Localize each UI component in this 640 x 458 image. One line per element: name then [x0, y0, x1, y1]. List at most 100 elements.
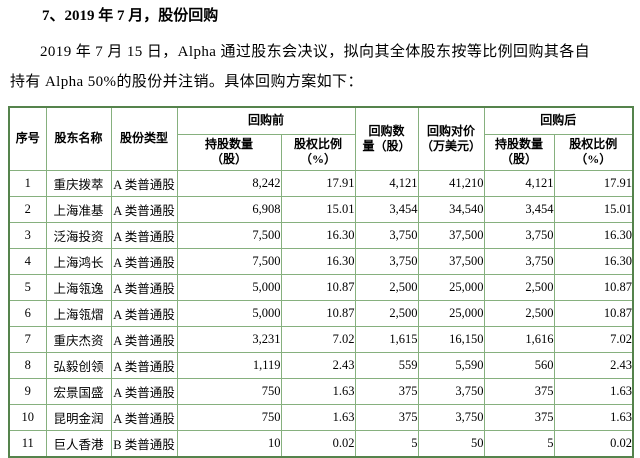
- cell-before_qty: 6,908: [176, 195, 282, 223]
- cell-price: 41,210: [417, 169, 485, 197]
- cell-before_qty: 5,000: [176, 299, 282, 327]
- cell-after_qty: 4,121: [483, 169, 555, 197]
- cell-after_ratio: 16.30: [553, 247, 634, 275]
- cell-before_qty: 5,000: [176, 273, 282, 301]
- cell-price: 25,000: [417, 299, 485, 327]
- cell-qty: 3,750: [354, 247, 419, 275]
- cell-before_qty: 750: [176, 377, 282, 405]
- cell-after_ratio: 2.43: [553, 351, 634, 379]
- cell-qty: 1,615: [354, 325, 419, 353]
- cell-before_qty: 8,242: [176, 169, 282, 197]
- cell-name: 重庆杰资: [45, 325, 112, 353]
- header-shareholder: 股东名称: [45, 106, 112, 171]
- cell-name: 上海鸿长: [45, 247, 112, 275]
- cell-seq: 1: [8, 169, 47, 197]
- cell-type: A 类普通股: [110, 377, 178, 405]
- cell-after_ratio: 7.02: [553, 325, 634, 353]
- header-share-type: 股份类型: [110, 106, 178, 171]
- cell-type: B 类普通股: [110, 429, 178, 457]
- cell-type: A 类普通股: [110, 221, 178, 249]
- cell-seq: 2: [8, 195, 47, 223]
- cell-type: A 类普通股: [110, 325, 178, 353]
- table-row: 3 泛海投资 A 类普通股 7,500 16.30 3,750 37,500 3,750 16.…: [8, 221, 634, 249]
- cell-qty: 2,500: [354, 299, 419, 327]
- table-header: 序号 股东名称 股份类型 回购前 回购数 量（股） 回购对价 （万美元） 回购后…: [8, 106, 634, 171]
- cell-before_qty: 1,119: [176, 351, 282, 379]
- table-row: 2 上海准基 A 类普通股 6,908 15.01 3,454 34,540 3,454 15.…: [8, 195, 634, 223]
- cell-price: 50: [417, 429, 485, 457]
- cell-name: 上海准基: [45, 195, 112, 223]
- header-seq: 序号: [8, 106, 47, 171]
- cell-qty: 2,500: [354, 273, 419, 301]
- cell-seq: 9: [8, 377, 47, 405]
- cell-before_ratio: 10.87: [280, 299, 356, 327]
- cell-after_ratio: 17.91: [553, 169, 634, 197]
- cell-seq: 6: [8, 299, 47, 327]
- table-row: 11 巨人香港 B 类普通股 10 0.02 5 50 5 0.02: [8, 429, 634, 457]
- cell-price: 3,750: [417, 403, 485, 431]
- cell-after_ratio: 10.87: [553, 299, 634, 327]
- cell-after_qty: 3,750: [483, 247, 555, 275]
- table-row: 10 昆明金润 A 类普通股 750 1.63 375 3,750 375 1.63: [8, 403, 634, 431]
- cell-seq: 11: [8, 429, 47, 457]
- cell-name: 昆明金润: [45, 403, 112, 431]
- cell-name: 弘毅创领: [45, 351, 112, 379]
- cell-name: 泛海投资: [45, 221, 112, 249]
- buyback-table: 序号 股东名称 股份类型 回购前 回购数 量（股） 回购对价 （万美元） 回购后…: [8, 106, 635, 458]
- cell-type: A 类普通股: [110, 195, 178, 223]
- cell-qty: 3,454: [354, 195, 419, 223]
- cell-before_qty: 7,500: [176, 247, 282, 275]
- cell-after_qty: 5: [483, 429, 555, 457]
- cell-qty: 375: [354, 403, 419, 431]
- body-paragraph: 2019 年 7 月 15 日，Alpha 通过股东会决议，拟向其全体股东按等比…: [10, 44, 591, 90]
- cell-name: 巨人香港: [45, 429, 112, 457]
- cell-after_qty: 1,616: [483, 325, 555, 353]
- cell-after_qty: 2,500: [483, 273, 555, 301]
- cell-before_ratio: 1.63: [280, 403, 356, 431]
- cell-after_qty: 375: [483, 377, 555, 405]
- cell-before_qty: 10: [176, 429, 282, 457]
- cell-qty: 3,750: [354, 221, 419, 249]
- cell-price: 37,500: [417, 221, 485, 249]
- cell-after_qty: 375: [483, 403, 555, 431]
- header-after-holding-qty: 持股数量 （股）: [483, 133, 555, 171]
- cell-before_qty: 7,500: [176, 221, 282, 249]
- cell-type: A 类普通股: [110, 247, 178, 275]
- cell-name: 重庆拨萃: [45, 169, 112, 197]
- cell-qty: 375: [354, 377, 419, 405]
- cell-name: 上海瓴熠: [45, 299, 112, 327]
- cell-after_ratio: 16.30: [553, 221, 634, 249]
- table-row: 4 上海鸿长 A 类普通股 7,500 16.30 3,750 37,500 3,750 16.…: [8, 247, 634, 275]
- header-buyback-qty: 回购数 量（股）: [354, 106, 419, 171]
- cell-before_ratio: 2.43: [280, 351, 356, 379]
- table-body: 1 重庆拨萃 A 类普通股 8,242 17.91 4,121 41,210 4,121 17.…: [8, 169, 634, 457]
- cell-before_qty: 750: [176, 403, 282, 431]
- cell-seq: 8: [8, 351, 47, 379]
- cell-before_ratio: 1.63: [280, 377, 356, 405]
- cell-type: A 类普通股: [110, 403, 178, 431]
- cell-before_ratio: 10.87: [280, 273, 356, 301]
- cell-name: 上海瓴逸: [45, 273, 112, 301]
- cell-price: 25,000: [417, 273, 485, 301]
- cell-seq: 4: [8, 247, 47, 275]
- cell-before_ratio: 7.02: [280, 325, 356, 353]
- cell-price: 3,750: [417, 377, 485, 405]
- cell-name: 宏景国盛: [45, 377, 112, 405]
- cell-after_ratio: 0.02: [553, 429, 634, 457]
- cell-type: A 类普通股: [110, 169, 178, 197]
- header-before-group: 回购前: [176, 106, 356, 135]
- cell-type: A 类普通股: [110, 273, 178, 301]
- section-title: 7、2019 年 7 月，股份回购: [42, 8, 219, 24]
- cell-seq: 5: [8, 273, 47, 301]
- header-before-holding-qty: 持股数量 （股）: [176, 133, 282, 171]
- cell-after_qty: 3,454: [483, 195, 555, 223]
- cell-before_ratio: 17.91: [280, 169, 356, 197]
- cell-seq: 7: [8, 325, 47, 353]
- cell-before_ratio: 16.30: [280, 221, 356, 249]
- cell-seq: 3: [8, 221, 47, 249]
- cell-before_ratio: 0.02: [280, 429, 356, 457]
- cell-after_ratio: 1.63: [553, 377, 634, 405]
- table-row: 5 上海瓴逸 A 类普通股 5,000 10.87 2,500 25,000 2,500 10.…: [8, 273, 634, 301]
- cell-type: A 类普通股: [110, 299, 178, 327]
